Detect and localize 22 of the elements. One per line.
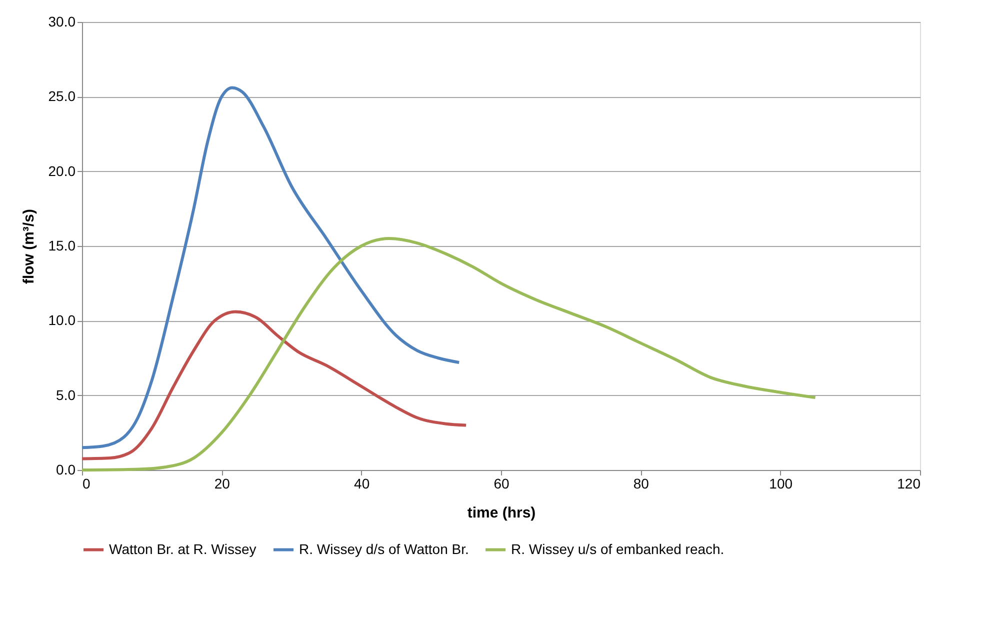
line-series — [80, 310, 468, 460]
y-tick-label: 5.0 — [56, 386, 76, 403]
x-tick-label: 40 — [354, 476, 370, 492]
legend-label: R. Wissey u/s of embanked reach. — [511, 540, 724, 557]
x-tick-label: 100 — [769, 476, 793, 492]
legend-label: Watton Br. at R. Wissey — [109, 540, 256, 557]
x-axis-title: time (hrs) — [467, 504, 536, 522]
y-tick-label: 0.0 — [56, 462, 76, 478]
x-tick-label: 60 — [494, 476, 510, 492]
x-tick-label: 80 — [633, 476, 650, 492]
y-tick-label: 20.0 — [48, 162, 76, 179]
line-series — [80, 86, 461, 450]
y-tick-label: 25.0 — [48, 88, 76, 104]
y-tick-label: 15.0 — [48, 238, 76, 254]
y-tick-label: 10.0 — [48, 312, 76, 328]
x-tick-label: 120 — [897, 476, 921, 492]
line-series — [80, 237, 817, 472]
legend-label: R. Wissey d/s of Watton Br. — [299, 540, 469, 557]
y-axis-title: flow (m³/s) — [20, 209, 38, 284]
x-tick-label: 20 — [214, 476, 230, 492]
x-tick-label: 0 — [82, 476, 90, 492]
y-tick-label: 30.0 — [48, 14, 76, 30]
